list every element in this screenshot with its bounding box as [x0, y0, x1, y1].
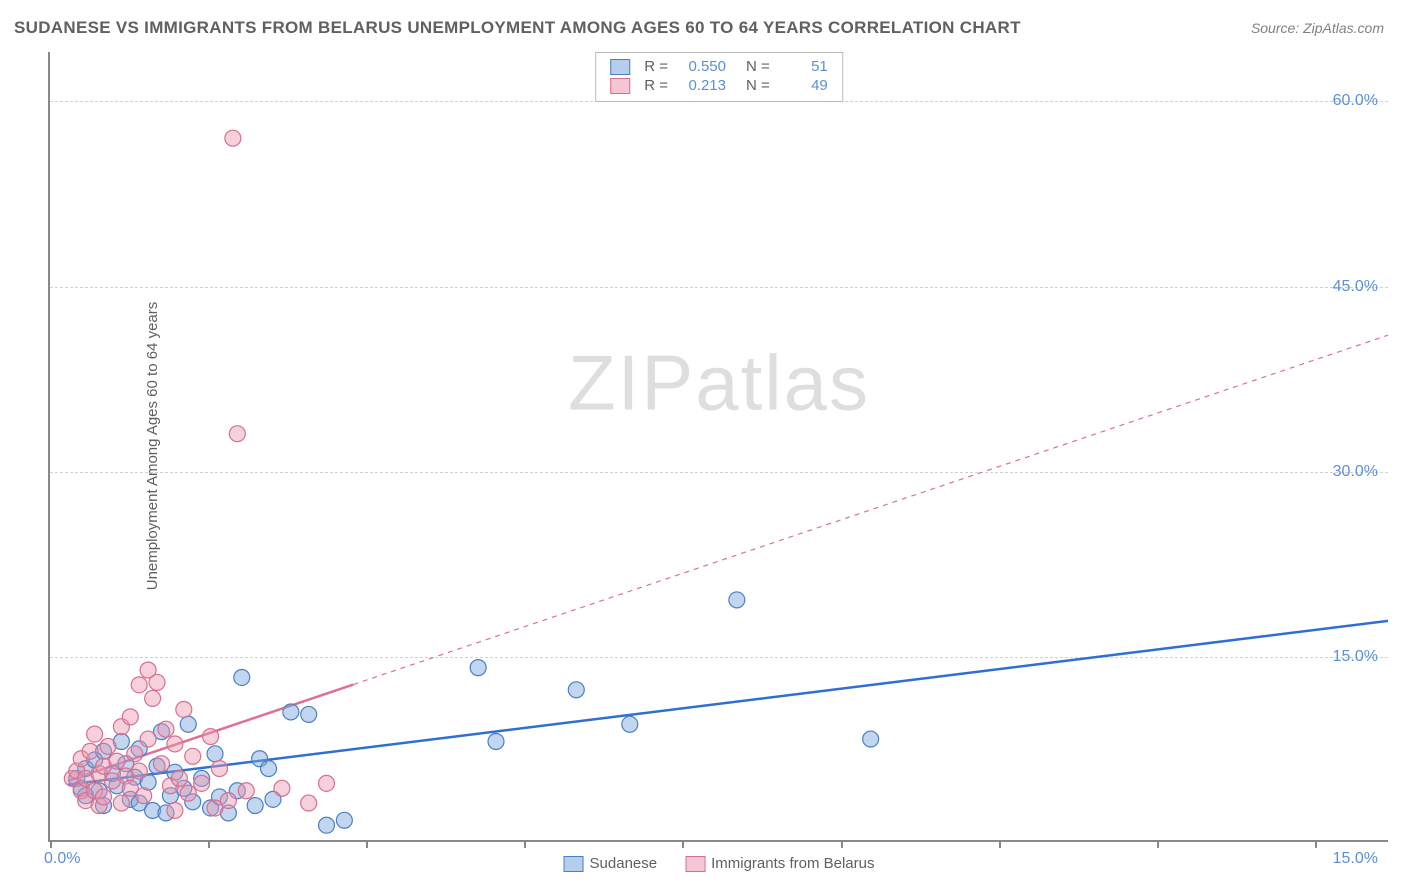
n-label: N =: [746, 58, 770, 75]
data-point: [211, 761, 227, 777]
n-value: 51: [778, 58, 828, 75]
scatter-plot: [50, 52, 1388, 840]
data-point: [171, 770, 187, 786]
legend-row: R = 0.550 N = 51: [610, 57, 828, 76]
data-point: [274, 780, 290, 796]
data-point: [180, 785, 196, 801]
data-point: [234, 669, 250, 685]
data-point: [194, 775, 210, 791]
data-point: [301, 795, 317, 811]
r-value: 0.213: [676, 77, 726, 94]
x-tick: [366, 840, 368, 848]
data-point: [131, 763, 147, 779]
data-point: [470, 660, 486, 676]
swatch-pink: [610, 78, 630, 94]
chart-title: SUDANESE VS IMMIGRANTS FROM BELARUS UNEM…: [14, 18, 1021, 38]
x-max-label: 15.0%: [1333, 850, 1378, 868]
r-value: 0.550: [676, 58, 726, 75]
data-point: [87, 726, 103, 742]
data-point: [82, 743, 98, 759]
chart-area: ZIPatlas 15.0%30.0%45.0%60.0% 0.0% 15.0%…: [48, 52, 1388, 842]
data-point: [229, 426, 245, 442]
swatch-blue: [610, 59, 630, 75]
data-point: [140, 731, 156, 747]
data-point: [220, 793, 236, 809]
data-point: [622, 716, 638, 732]
legend-row: R = 0.213 N = 49: [610, 76, 828, 95]
data-point: [185, 748, 201, 764]
legend-item: Sudanese: [564, 855, 658, 872]
data-point: [154, 756, 170, 772]
data-point: [301, 706, 317, 722]
source-prefix: Source:: [1251, 20, 1303, 36]
x-tick: [50, 840, 52, 848]
data-point: [247, 798, 263, 814]
data-point: [729, 592, 745, 608]
r-label: R =: [644, 58, 668, 75]
r-label: R =: [644, 77, 668, 94]
data-point: [109, 753, 125, 769]
data-point: [207, 746, 223, 762]
data-point: [122, 709, 138, 725]
data-point: [225, 130, 241, 146]
legend-item: Immigrants from Belarus: [685, 855, 874, 872]
data-point: [863, 731, 879, 747]
data-point: [100, 738, 116, 754]
x-tick: [682, 840, 684, 848]
data-point: [167, 736, 183, 752]
data-point: [319, 775, 335, 791]
x-tick: [999, 840, 1001, 848]
data-point: [261, 761, 277, 777]
series-legend: Sudanese Immigrants from Belarus: [564, 855, 875, 872]
x-tick: [208, 840, 210, 848]
swatch-pink: [685, 856, 705, 872]
source-link[interactable]: ZipAtlas.com: [1303, 20, 1384, 36]
data-point: [136, 788, 152, 804]
data-point: [238, 783, 254, 799]
data-point: [149, 674, 165, 690]
x-tick: [1315, 840, 1317, 848]
legend-label: Immigrants from Belarus: [711, 855, 874, 872]
data-point: [113, 795, 129, 811]
legend-label: Sudanese: [590, 855, 658, 872]
data-point: [283, 704, 299, 720]
trend-line-extrapolated: [353, 335, 1388, 684]
n-value: 49: [778, 77, 828, 94]
data-point: [96, 789, 112, 805]
data-point: [180, 716, 196, 732]
data-point: [145, 690, 161, 706]
data-point: [167, 802, 183, 818]
x-tick: [524, 840, 526, 848]
data-point: [203, 729, 219, 745]
correlation-legend: R = 0.550 N = 51 R = 0.213 N = 49: [595, 52, 843, 102]
x-origin-label: 0.0%: [44, 850, 80, 868]
data-point: [336, 812, 352, 828]
data-point: [176, 702, 192, 718]
data-point: [568, 682, 584, 698]
data-point: [158, 721, 174, 737]
data-point: [319, 817, 335, 833]
x-tick: [1157, 840, 1159, 848]
swatch-blue: [564, 856, 584, 872]
x-tick: [841, 840, 843, 848]
data-point: [131, 677, 147, 693]
data-point: [127, 746, 143, 762]
data-point: [488, 734, 504, 750]
source-attribution: Source: ZipAtlas.com: [1251, 20, 1384, 36]
n-label: N =: [746, 77, 770, 94]
